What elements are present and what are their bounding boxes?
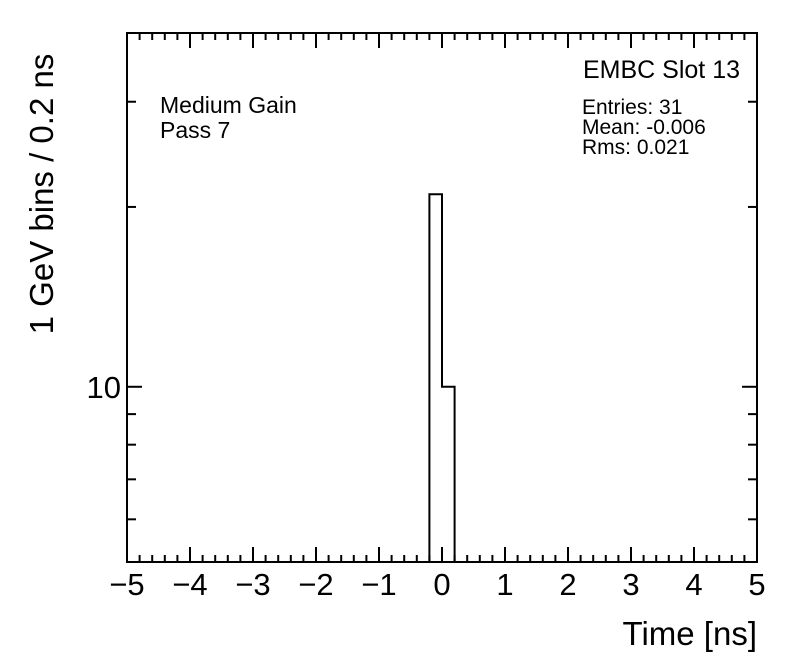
pass-label: Pass 7: [160, 117, 231, 143]
plot-frame: [126, 32, 758, 563]
x-tick-label: −1: [361, 567, 396, 602]
x-tick-label: 1: [496, 567, 513, 602]
stat-mean: Mean: -0.006: [582, 116, 706, 139]
x-tick-label: 0: [433, 567, 450, 602]
histogram-step-line: [428, 193, 456, 561]
stat-rms: Rms: 0.021: [582, 136, 690, 159]
stat-entries: Entries: 31: [582, 96, 683, 119]
x-tick-label: −3: [235, 567, 270, 602]
x-tick-label: −2: [298, 567, 333, 602]
y-tick-label: 10: [87, 370, 121, 405]
x-tick-label: −5: [109, 567, 144, 602]
x-axis-title: Time [ns]: [622, 615, 757, 652]
x-tick-label: 2: [559, 567, 576, 602]
x-tick-label: 5: [748, 567, 765, 602]
slot-title: EMBC Slot 13: [583, 56, 741, 84]
gain-label: Medium Gain: [160, 92, 297, 118]
x-tick-label: 3: [622, 567, 639, 602]
x-tick-label: −4: [172, 567, 207, 602]
x-tick-label: 4: [685, 567, 702, 602]
y-axis-title: 1 GeV bins / 0.2 ns: [23, 53, 60, 335]
